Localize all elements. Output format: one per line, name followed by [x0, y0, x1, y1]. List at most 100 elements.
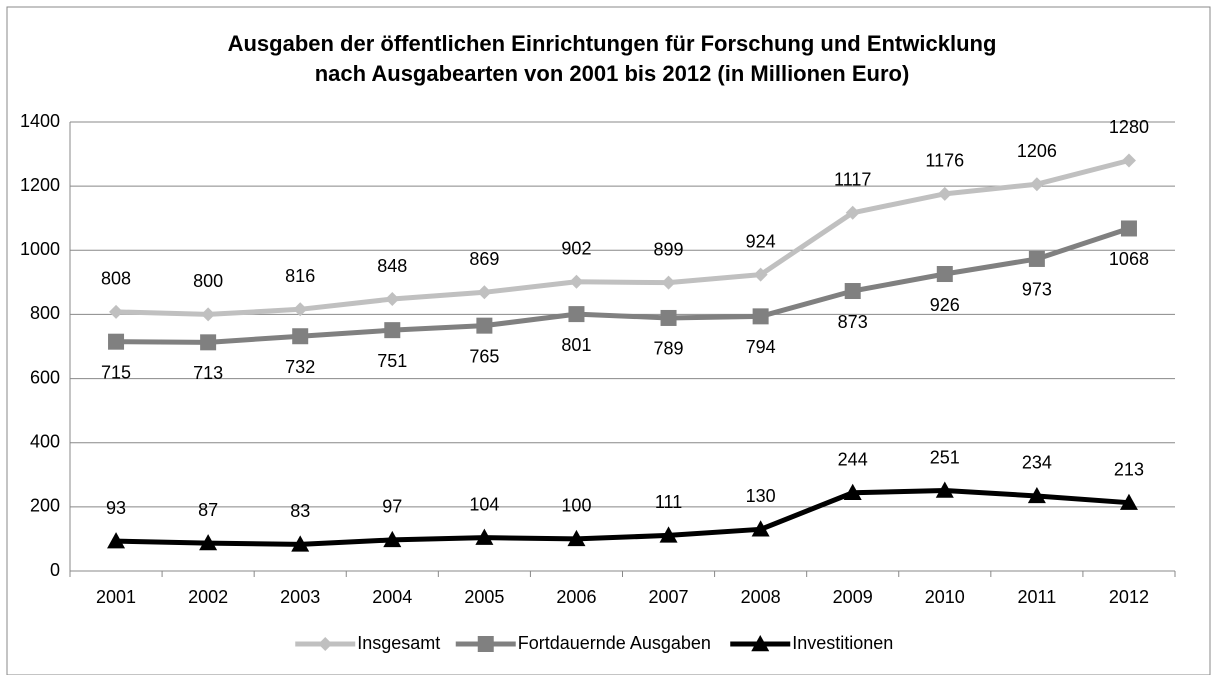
- marker: [385, 292, 400, 307]
- marker: [752, 308, 769, 325]
- x-tick-label: 2006: [556, 587, 596, 607]
- data-label: 899: [654, 239, 684, 259]
- marker: [1121, 153, 1136, 168]
- data-label: 234: [1022, 453, 1052, 473]
- data-label: 100: [561, 496, 591, 516]
- x-tick-label: 2009: [833, 587, 873, 607]
- x-tick-label: 2008: [741, 587, 781, 607]
- marker: [477, 636, 494, 652]
- data-label: 244: [838, 449, 868, 469]
- x-tick-label: 2007: [649, 587, 689, 607]
- series-line: [116, 226, 1130, 345]
- data-label: 808: [101, 269, 131, 289]
- marker: [937, 186, 952, 201]
- marker: [936, 266, 953, 283]
- marker: [844, 283, 861, 300]
- data-label: 83: [290, 501, 310, 521]
- y-tick-label: 1000: [20, 239, 60, 259]
- marker: [751, 635, 770, 652]
- marker: [935, 481, 954, 498]
- data-label: 104: [469, 494, 499, 514]
- marker: [1029, 177, 1044, 192]
- marker: [843, 483, 862, 500]
- marker: [659, 526, 678, 543]
- data-label: 924: [746, 231, 776, 251]
- marker: [108, 333, 125, 350]
- x-tick-label: 2001: [96, 587, 136, 607]
- data-label: 251: [930, 447, 960, 467]
- marker: [567, 529, 586, 547]
- data-label: 973: [1022, 280, 1052, 300]
- marker: [845, 205, 860, 220]
- x-tick-label: 2012: [1109, 587, 1149, 607]
- y-tick-label: 600: [30, 367, 60, 387]
- data-label: 130: [746, 486, 776, 506]
- legend-label: Fortdauernde Ausgaben: [518, 633, 711, 653]
- data-label: 1280: [1109, 117, 1149, 137]
- y-tick-label: 1200: [20, 175, 60, 195]
- x-tick-label: 2002: [188, 587, 228, 607]
- marker: [475, 528, 494, 545]
- legend-label: Investitionen: [792, 633, 893, 653]
- data-label: 789: [654, 339, 684, 359]
- x-tick-label: 2004: [372, 587, 412, 607]
- data-label: 1068: [1109, 249, 1149, 269]
- marker: [293, 302, 308, 317]
- marker: [1027, 486, 1046, 504]
- marker: [291, 535, 310, 552]
- data-label: 848: [377, 256, 407, 276]
- data-label: 902: [561, 238, 591, 258]
- marker: [199, 534, 218, 551]
- marker: [477, 285, 492, 300]
- data-label: 751: [377, 351, 407, 371]
- y-tick-label: 1400: [20, 111, 60, 131]
- chart-title: nach Ausgabearten von 2001 bis 2012 (in …: [315, 61, 910, 86]
- series-line: [115, 488, 1130, 547]
- marker: [292, 328, 309, 345]
- marker: [318, 637, 333, 651]
- y-tick-label: 200: [30, 496, 60, 516]
- y-tick-label: 0: [50, 560, 60, 580]
- data-label: 801: [561, 335, 591, 355]
- data-label: 713: [193, 363, 223, 383]
- marker: [1119, 493, 1138, 510]
- data-label: 213: [1114, 459, 1144, 479]
- marker: [753, 267, 768, 282]
- data-label: 111: [655, 492, 682, 512]
- data-label: 816: [285, 266, 315, 286]
- marker: [568, 306, 585, 323]
- series-line: [115, 158, 1130, 317]
- marker: [661, 275, 676, 290]
- data-label: 873: [838, 312, 868, 332]
- data-label: 765: [469, 346, 499, 366]
- x-tick-label: 2010: [925, 587, 965, 607]
- marker: [1028, 250, 1045, 267]
- data-label: 97: [382, 497, 402, 517]
- data-label: 869: [469, 249, 499, 269]
- marker: [660, 309, 677, 326]
- data-label: 794: [746, 337, 776, 357]
- marker: [109, 304, 124, 319]
- data-label: 1117: [834, 170, 871, 190]
- data-label: 732: [285, 357, 315, 377]
- marker: [200, 334, 217, 351]
- data-label: 87: [198, 500, 218, 520]
- data-label: 1206: [1017, 141, 1057, 161]
- data-label: 715: [101, 362, 131, 382]
- marker: [569, 274, 584, 289]
- data-label: 926: [930, 295, 960, 315]
- marker: [201, 307, 216, 322]
- marker: [383, 530, 402, 548]
- legend-label: Insgesamt: [357, 633, 440, 653]
- marker: [751, 520, 770, 537]
- data-label: 1176: [925, 151, 964, 171]
- marker: [107, 532, 126, 549]
- data-label: 800: [193, 271, 223, 291]
- x-tick-label: 2005: [464, 587, 504, 607]
- marker: [384, 322, 401, 339]
- y-tick-label: 400: [30, 431, 60, 451]
- x-tick-label: 2003: [280, 587, 320, 607]
- y-tick-label: 800: [30, 303, 60, 323]
- marker: [1120, 220, 1137, 237]
